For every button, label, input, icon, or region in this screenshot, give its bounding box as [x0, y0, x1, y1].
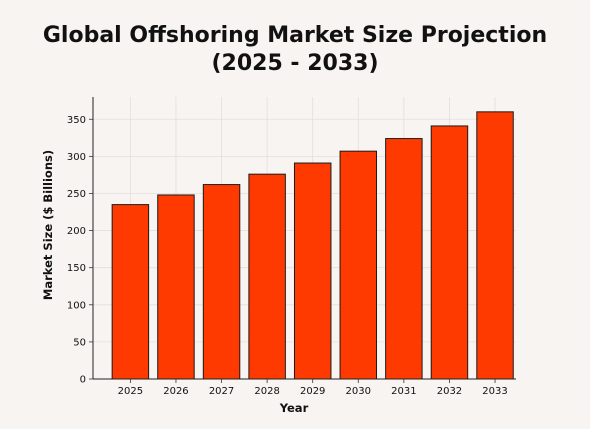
x-tick-label: 2032	[437, 386, 462, 397]
x-tick-label: 2027	[209, 386, 234, 397]
y-tick-label: 50	[73, 337, 86, 348]
x-axis-label: Year	[279, 401, 309, 415]
bar	[157, 194, 195, 380]
bar	[476, 111, 514, 380]
y-tick-label: 0	[80, 375, 86, 386]
y-axis-ticks: 0 50 100 150 200 250 300 350	[67, 115, 93, 386]
bars	[111, 111, 514, 380]
bar	[430, 125, 469, 380]
x-tick-label: 2026	[163, 386, 188, 397]
bar	[202, 184, 241, 380]
x-tick-label: 2031	[391, 386, 416, 397]
bar	[385, 138, 423, 380]
axes	[92, 97, 516, 380]
x-axis-ticks: 2025 2026 2027 2028 2029 2030 2031 2032 2033	[118, 379, 508, 397]
y-tick-label: 350	[67, 115, 86, 126]
x-tick-label: 2030	[346, 386, 371, 397]
chart-title-line-2: (2025 - 2033)	[211, 51, 379, 76]
y-tick-label: 300	[67, 152, 86, 163]
y-axis-label: Market Size ($ Billions)	[41, 150, 55, 300]
x-tick-label: 2025	[118, 386, 143, 397]
bar	[293, 162, 332, 380]
y-tick-label: 250	[67, 189, 86, 200]
bar	[339, 150, 378, 380]
y-tick-label: 150	[67, 263, 86, 274]
x-tick-label: 2029	[300, 386, 325, 397]
chart-title: Global Offshoring Market Size Projection…	[0, 22, 590, 78]
chart-title-line-1: Global Offshoring Market Size Projection	[42, 23, 548, 48]
y-tick-label: 200	[67, 226, 86, 237]
bar	[248, 173, 286, 380]
x-tick-label: 2028	[254, 386, 279, 397]
bar	[111, 204, 150, 380]
y-tick-label: 100	[67, 300, 86, 311]
x-tick-label: 2033	[482, 386, 507, 397]
